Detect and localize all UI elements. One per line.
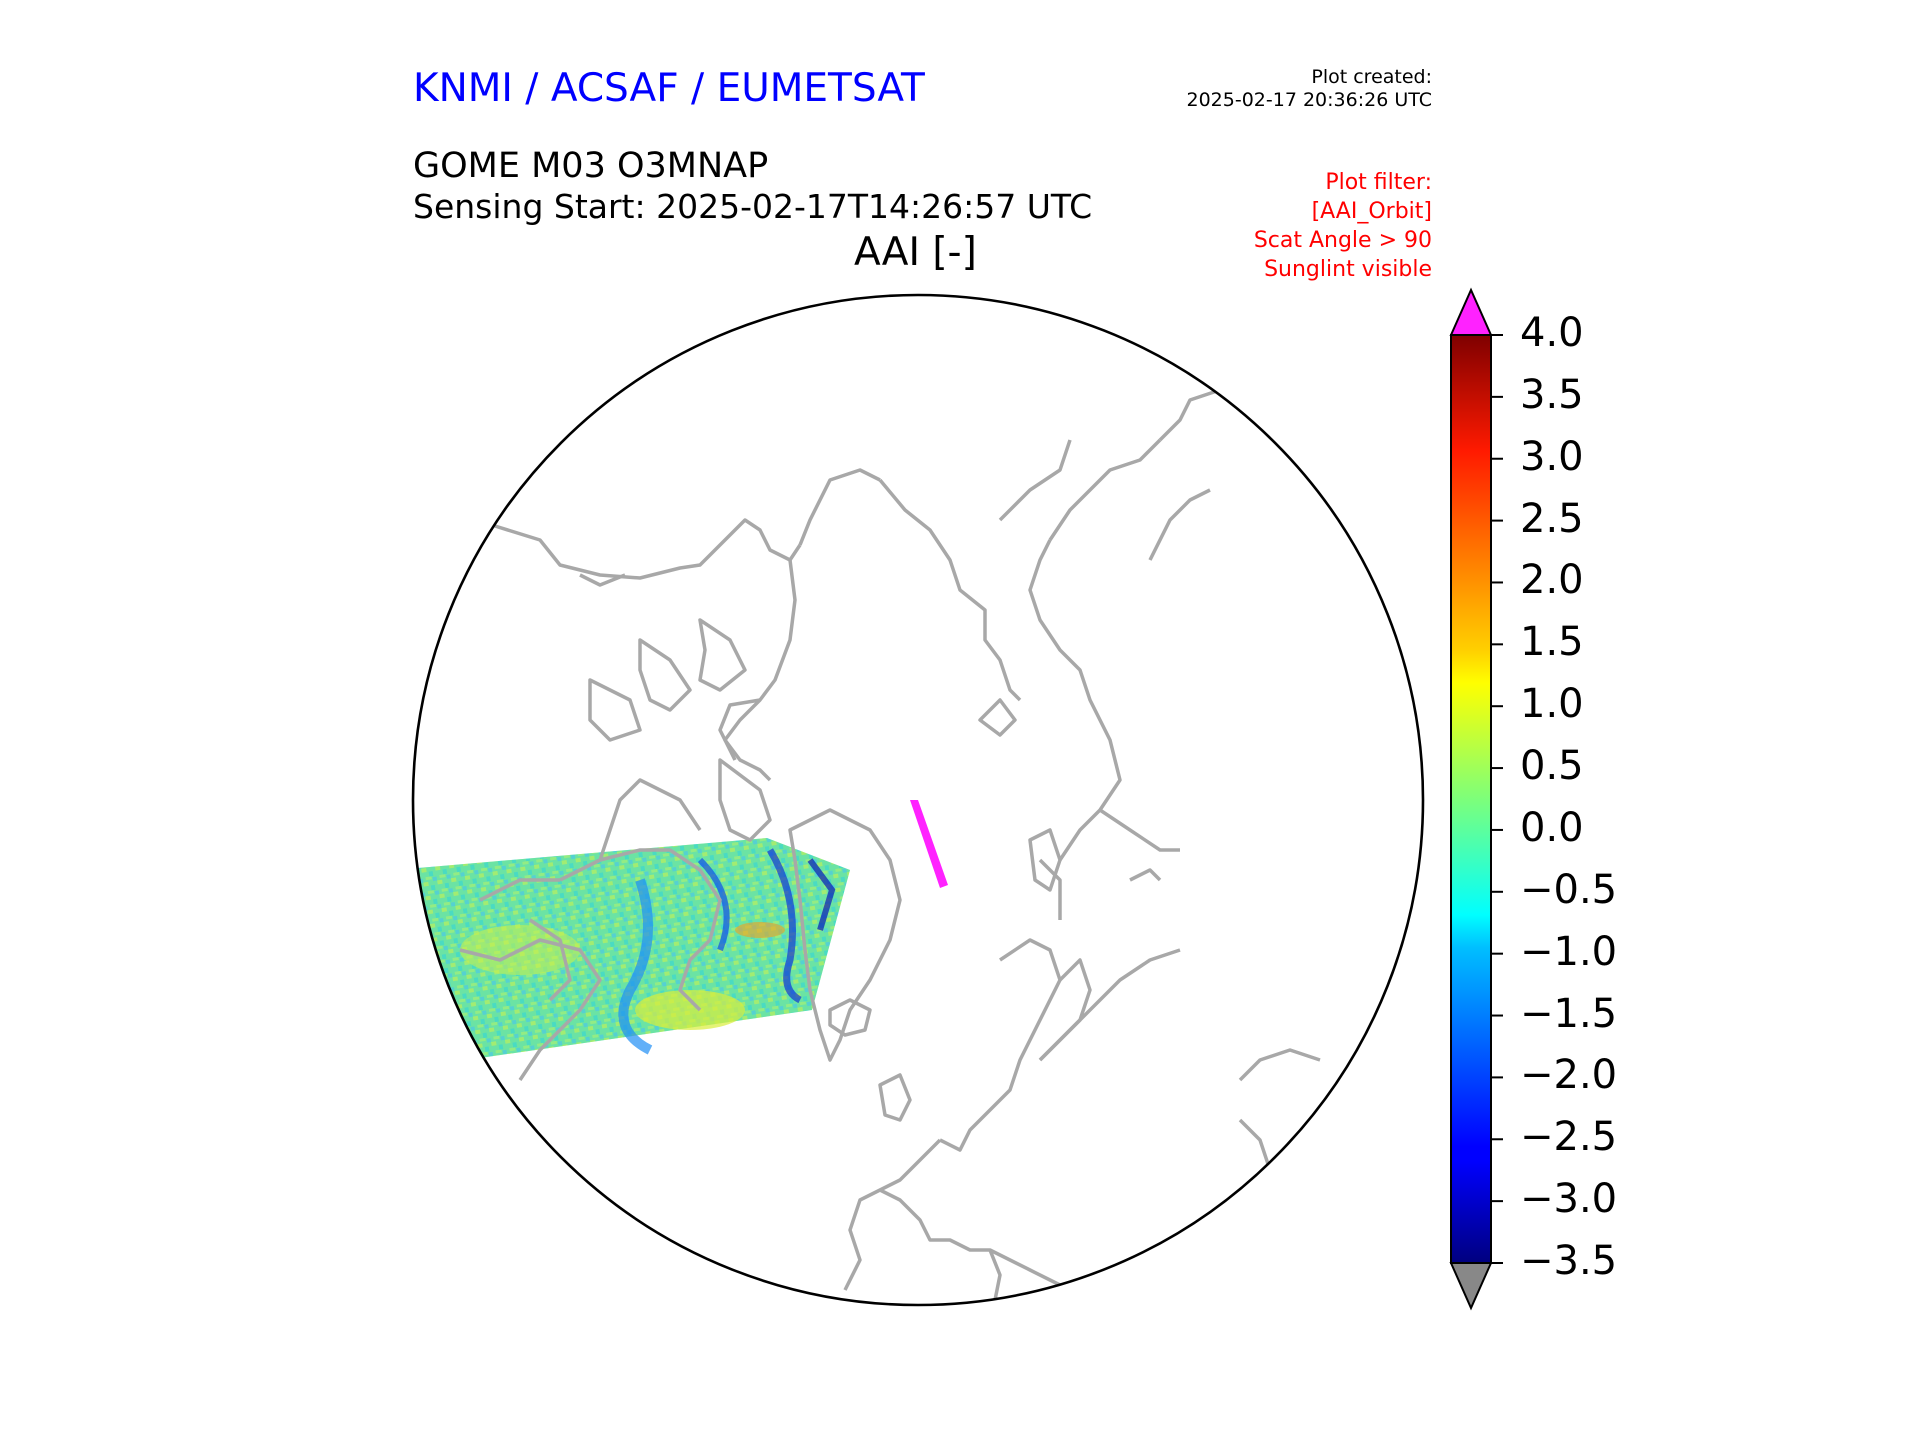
product-name: GOME M03 O3MNAP <box>413 146 769 186</box>
plot-filter-line: Scat Angle > 90 <box>1253 228 1432 253</box>
variable-title: AAI [-] <box>854 230 977 275</box>
colorbar-tick-label: −3.5 <box>1520 1238 1618 1284</box>
colorbar-tick-label: 3.5 <box>1520 371 1584 418</box>
plot-filter-line: Sunglint visible <box>1264 257 1432 282</box>
colorbar-tick-label: −1.0 <box>1520 928 1618 975</box>
colorbar-tick-label: 3.0 <box>1520 433 1584 480</box>
colorbar-gradient <box>1450 334 1492 1264</box>
colorbar-tick-label: −0.5 <box>1520 866 1618 913</box>
sensing-start: Sensing Start: 2025-02-17T14:26:57 UTC <box>413 187 1093 226</box>
colorbar-tick-label: −2.5 <box>1520 1114 1618 1161</box>
colorbar-tick-label: 0.0 <box>1520 804 1584 851</box>
colorbar-under-extension <box>1449 1262 1493 1311</box>
colorbar-ticks <box>1491 334 1503 1264</box>
plot-filter: Plot filter: [AAI_Orbit] Scat Angle > 90… <box>1080 168 1432 284</box>
plot-filter-line: [AAI_Orbit] <box>1311 199 1432 224</box>
plot-created-label: Plot created: <box>1311 66 1432 88</box>
colorbar-tick-label: −3.0 <box>1520 1176 1618 1223</box>
plot-created-value: 2025-02-17 20:36:26 UTC <box>1186 89 1433 111</box>
globe-boundary <box>411 293 1425 1307</box>
colorbar-tick-label: 0.5 <box>1520 743 1584 790</box>
colorbar-tick-label: −1.5 <box>1520 990 1618 1037</box>
plot-filter-label: Plot filter: <box>1325 170 1432 195</box>
swath-data <box>413 838 850 1080</box>
colorbar-tick-label: 2.5 <box>1520 495 1584 542</box>
organisation-title: KNMI / ACSAF / EUMETSAT <box>413 66 925 111</box>
colorbar-tick-label: 2.0 <box>1520 557 1584 604</box>
colorbar-tick-label: 1.0 <box>1520 681 1584 728</box>
colorbar-tick-label: −2.0 <box>1520 1052 1618 1099</box>
colorbar-over-extension <box>1449 287 1493 336</box>
over-range-track <box>910 800 948 888</box>
plot-created-info: Plot created: 2025-02-17 20:36:26 UTC <box>1060 66 1433 112</box>
colorbar-tick-label: 1.5 <box>1520 619 1584 666</box>
colorbar-tick-label: 4.0 <box>1520 310 1584 356</box>
